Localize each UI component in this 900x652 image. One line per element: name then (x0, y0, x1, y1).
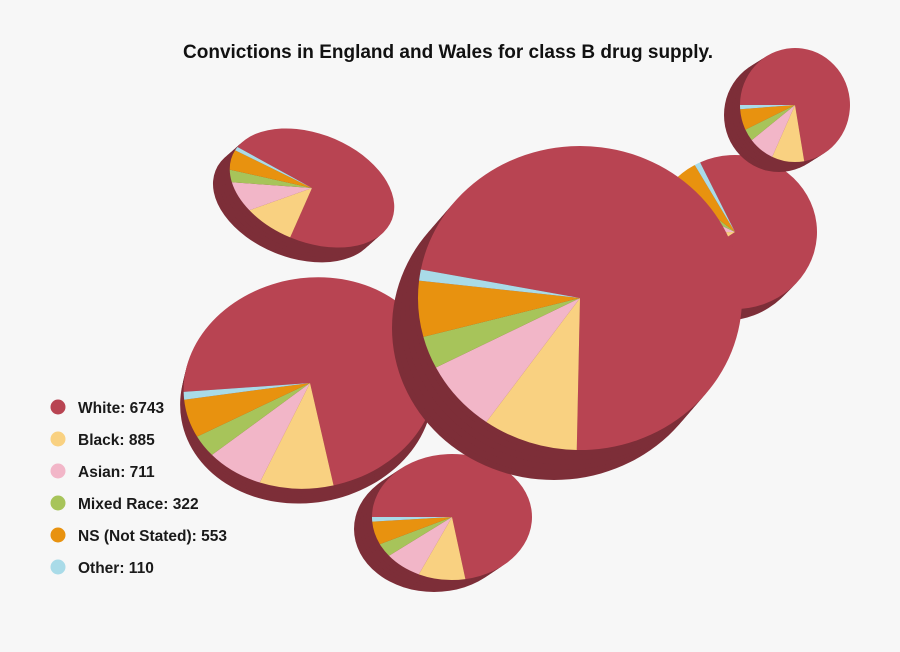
pie-1-slice-ns-not-stated (184, 383, 310, 437)
pie-4-slice-white (740, 47, 850, 162)
legend-label-white: White: 6743 (78, 400, 165, 417)
pie-1-slice-black (259, 383, 334, 489)
pie-6-slice-mixed-race (423, 298, 580, 368)
pie-2-slice-white (372, 454, 532, 580)
legend-swatch-black (50, 431, 66, 447)
pie-4-slice-mixed-race (745, 105, 795, 141)
legend-label-other: Other: 110 (78, 560, 154, 577)
legend-swatch-other (50, 559, 66, 575)
pie-4-slice-black (772, 105, 805, 162)
pie-6-slice-white (420, 146, 743, 451)
legend-label-black: Black: 885 (78, 432, 155, 449)
pie-5-slice-asian (231, 182, 312, 211)
pie-4 (724, 47, 850, 172)
legend-swatch-ns-not-stated (50, 527, 66, 543)
legend-swatch-mixed-race (50, 495, 66, 511)
pie-3-slice-other (694, 162, 735, 232)
pie-6-slice-asian (435, 298, 580, 423)
pie-5-slice-other (235, 146, 312, 188)
pie-1-slice-other (183, 383, 310, 400)
pie-5-slice-white (237, 128, 395, 248)
pie-1-slice-asian (211, 383, 310, 483)
pie-6-slice-ns-not-stated (418, 280, 580, 337)
pie-1 (180, 277, 437, 504)
pie-4-slice-ns-not-stated (740, 105, 795, 130)
pie-2-slice-other (371, 517, 452, 522)
pie-2-slice-black (418, 517, 466, 581)
legend-label-ns-not-stated: NS (Not Stated): 553 (78, 528, 227, 545)
pie-5-slice-ns-not-stated (229, 150, 312, 188)
pie-6 (392, 146, 743, 480)
pie-5-slice-mixed-race (229, 169, 312, 188)
pie-1-slice-mixed-race (197, 383, 310, 455)
legend-label-asian: Asian: 711 (78, 464, 155, 481)
pie-2 (354, 454, 532, 592)
pie-4-slice-other (739, 105, 795, 110)
legend: White: 6743 Black: 885 Asian: 711 Mixed Rac… (50, 399, 227, 577)
chart-title: Convictions in England and Wales for cla… (183, 42, 713, 63)
pie-2-slice-ns-not-stated (372, 517, 452, 545)
pie-group (180, 47, 850, 592)
legend-label-mixed-race: Mixed Race: 322 (78, 496, 199, 513)
legend-swatch-white (50, 399, 66, 415)
pie-5 (212, 128, 395, 263)
pie-2-slice-asian (388, 517, 452, 575)
legend-swatch-asian (50, 463, 66, 479)
pie-6-slice-other (419, 269, 580, 298)
pie-4-slice-asian (751, 105, 795, 157)
pie-1-slice-white (183, 277, 437, 486)
pie-6-slice-black (486, 298, 580, 450)
pie-5-slice-black (249, 188, 312, 238)
pie-3-slice-ns-not-stated (671, 164, 735, 232)
pie-2-slice-mixed-race (379, 517, 452, 556)
